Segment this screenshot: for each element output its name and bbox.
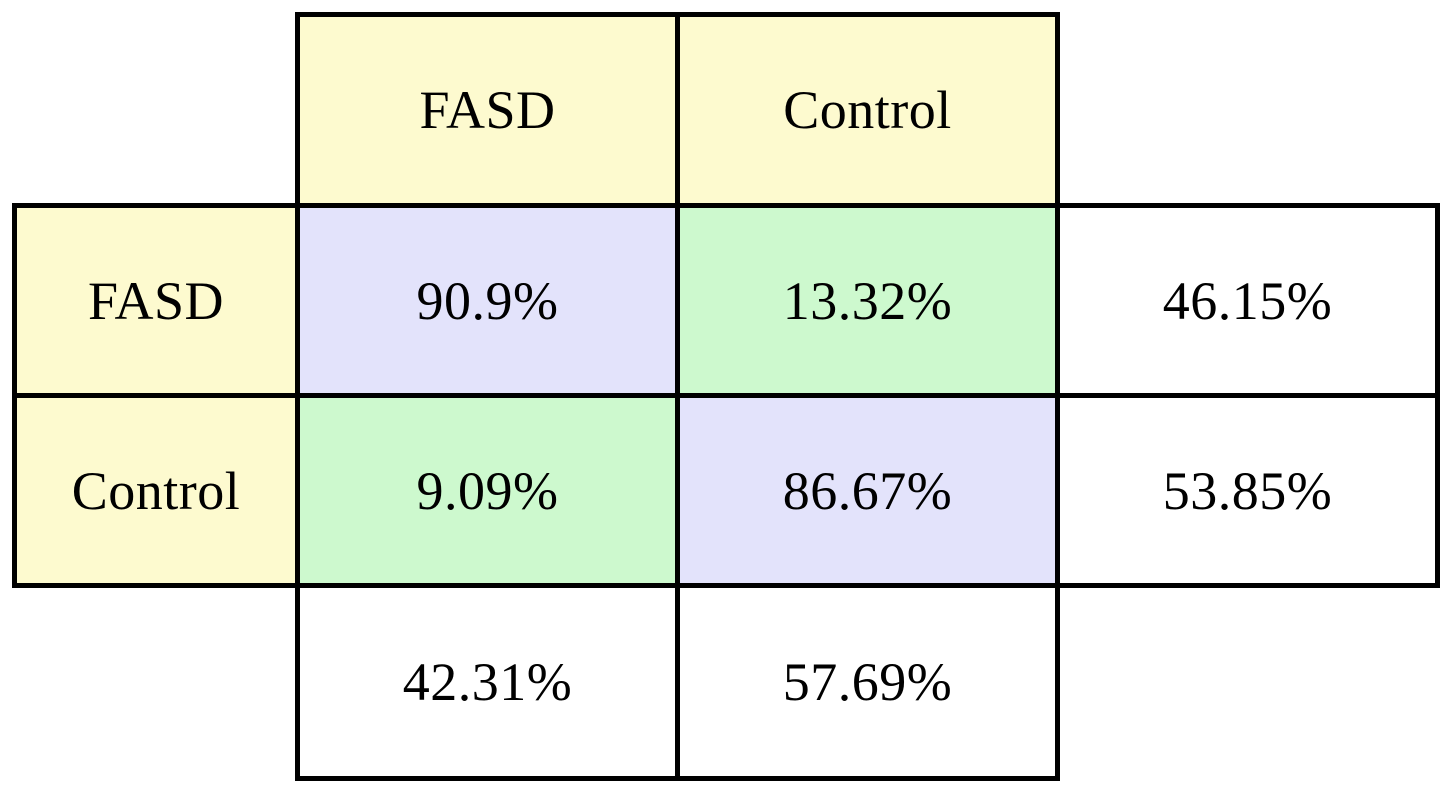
col-total-control: 57.69%: [675, 583, 1060, 781]
corner-top-left: [14, 14, 298, 206]
cell-fasd-control: 13.32%: [675, 203, 1060, 398]
col-header-fasd: FASD: [295, 12, 680, 208]
row-header-fasd: FASD: [12, 203, 300, 398]
row-header-control: Control: [12, 393, 300, 588]
corner-top-right: [1057, 14, 1438, 206]
cell-fasd-fasd: 90.9%: [295, 203, 680, 398]
confusion-matrix-table: FASD Control FASD 90.9% 13.32% 46.15% Co…: [12, 12, 1440, 781]
row-total-fasd: 46.15%: [1055, 203, 1440, 398]
column-totals-row: 42.31% 57.69%: [14, 583, 1438, 781]
row-control: Control 9.09% 86.67% 53.85%: [12, 393, 1440, 588]
row-fasd: FASD 90.9% 13.32% 46.15%: [12, 203, 1440, 398]
column-header-row: FASD Control: [14, 12, 1438, 208]
cell-control-fasd: 9.09%: [295, 393, 680, 588]
col-header-control: Control: [675, 12, 1060, 208]
cell-control-control: 86.67%: [675, 393, 1060, 588]
col-total-fasd: 42.31%: [295, 583, 680, 781]
row-total-control: 53.85%: [1055, 393, 1440, 588]
corner-bottom-right: [1057, 585, 1438, 779]
corner-bottom-left: [14, 585, 298, 779]
